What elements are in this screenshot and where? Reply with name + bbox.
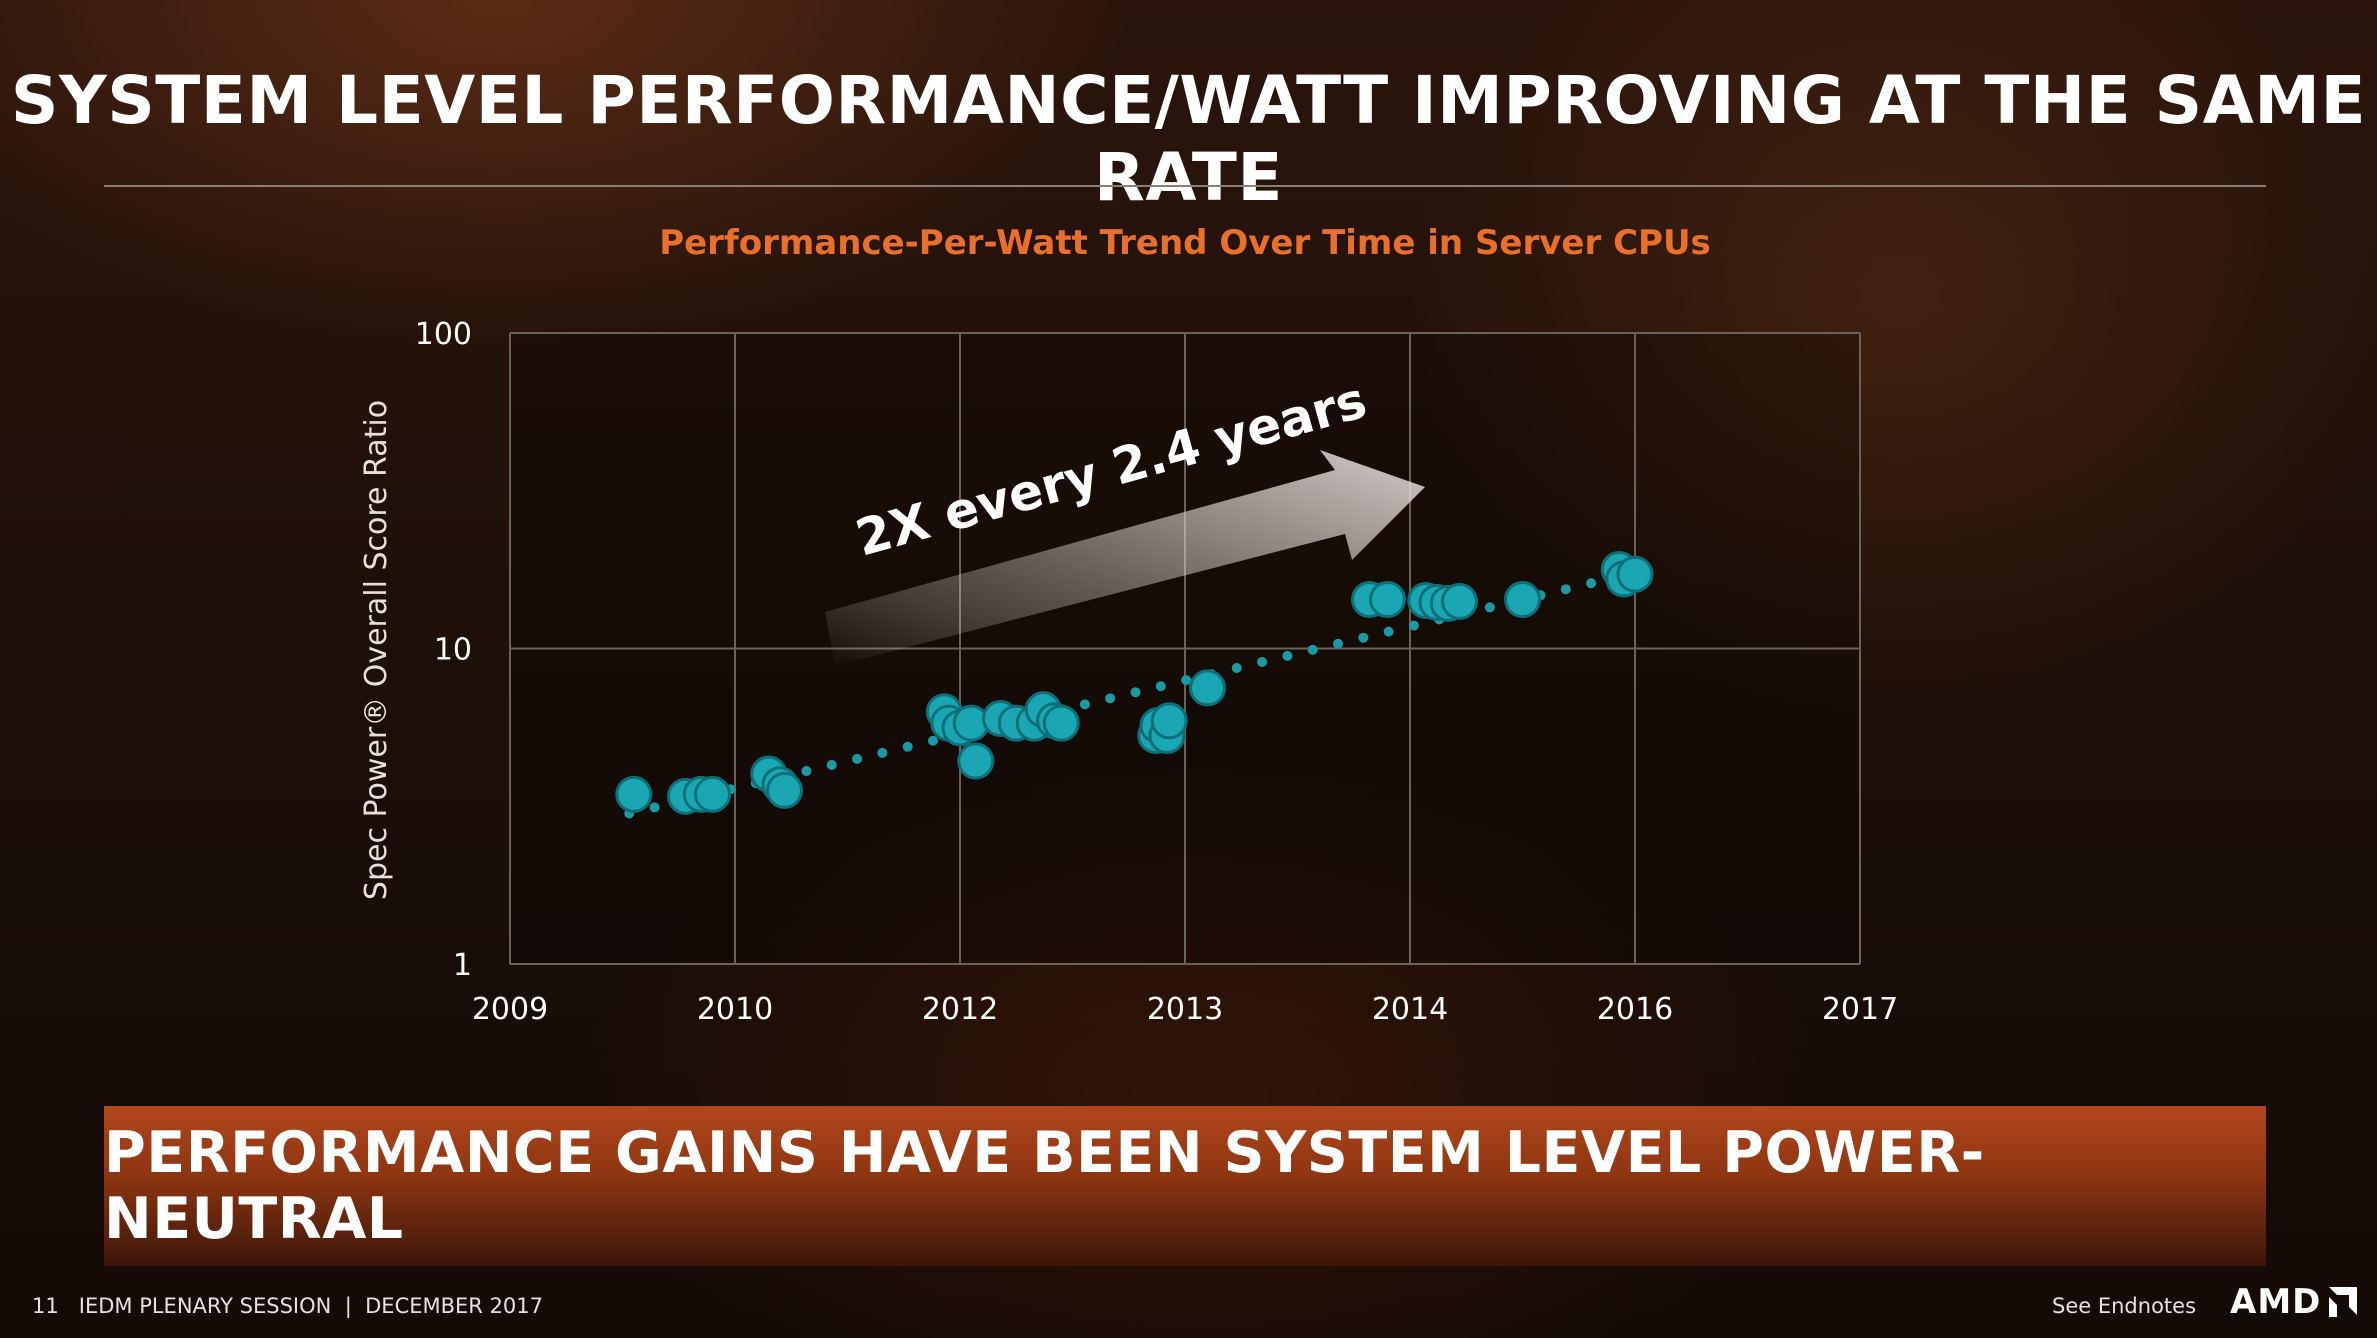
y-tick-label: 10: [434, 633, 472, 668]
data-point: [1441, 582, 1478, 620]
x-tick-label: 2014: [1372, 992, 1448, 1027]
y-axis-label: Spec Power® Overall Score Ratio: [359, 400, 394, 900]
x-tick-label: 2010: [697, 992, 773, 1027]
trend-dot: [826, 759, 837, 770]
footer-separator: |: [344, 1294, 352, 1318]
trend-dot: [1181, 675, 1192, 686]
trend-dot: [1560, 584, 1571, 595]
footer-date: DECEMBER 2017: [365, 1294, 544, 1318]
trend-dot: [1484, 602, 1495, 613]
x-tick-label: 2009: [472, 992, 548, 1027]
banner-text: PERFORMANCE GAINS HAVE BEEN SYSTEM LEVEL…: [104, 1120, 1985, 1252]
axis-tick-labels: 2009 2010 2012 2013 2014 2016 2017 1 10 100: [415, 317, 1898, 1027]
trend-dot: [1383, 626, 1394, 637]
amd-logo-text: AMD: [2230, 1282, 2322, 1322]
data-point: [766, 771, 803, 809]
y-tick-label: 100: [415, 317, 472, 352]
x-tick-label: 2013: [1147, 992, 1223, 1027]
trend-dot: [1257, 656, 1268, 667]
footer-left: 11 IEDM PLENARY SESSION | DECEMBER 2017: [32, 1294, 543, 1318]
amd-arrow-icon: [2329, 1287, 2358, 1317]
x-tick-label: 2017: [1822, 992, 1898, 1027]
grid: [509, 332, 1861, 965]
amd-logo: AMD: [2230, 1282, 2359, 1322]
trend-dot: [1130, 687, 1141, 698]
trend-dot: [1586, 578, 1597, 589]
trend-dot: [801, 766, 812, 777]
trend-dot: [902, 741, 913, 752]
trend-dot: [1333, 638, 1343, 649]
data-point: [1150, 702, 1188, 740]
y-tick-label: 1: [453, 948, 472, 983]
data-point: [1042, 704, 1080, 742]
data-point: [1616, 555, 1654, 593]
slide-title: SYSTEM LEVEL PERFORMANCE/WATT IMPROVING …: [10, 62, 2367, 216]
trend-dot: [649, 802, 660, 813]
trend-dot: [1105, 693, 1116, 704]
chart-title: Performance-Per-Watt Trend Over Time in …: [659, 223, 1711, 263]
trend-dot: [1307, 644, 1318, 655]
data-point: [1369, 580, 1406, 618]
data-point: [1504, 580, 1541, 618]
data-points: [615, 550, 1654, 815]
data-point: [1189, 669, 1226, 707]
chart: 2009 2010 2012 2013 2014 2016 2017 1 10 100 Perfo…: [359, 223, 1898, 1027]
trend-dot: [1358, 632, 1369, 643]
x-tick-label: 2016: [1597, 992, 1673, 1027]
trend-dot: [1408, 620, 1419, 631]
trend-arrow: [825, 450, 1425, 666]
conclusion-banner: PERFORMANCE GAINS HAVE BEEN SYSTEM LEVEL…: [104, 1106, 2266, 1266]
trend-dot: [1155, 681, 1166, 692]
trend-dot: [877, 747, 888, 758]
page-number: 11: [32, 1294, 59, 1318]
trend-dot: [852, 753, 863, 764]
footer-endnotes: See Endnotes: [2052, 1294, 2197, 1318]
trend-dot: [1282, 650, 1293, 661]
trend-dot: [928, 735, 938, 746]
data-point: [615, 775, 653, 813]
trend-dot: [1079, 699, 1090, 710]
footer-session: IEDM PLENARY SESSION: [78, 1294, 332, 1318]
data-point: [957, 742, 995, 780]
data-point: [694, 775, 731, 813]
title-divider: [104, 185, 2266, 187]
trend-dot: [1231, 663, 1242, 674]
x-tick-label: 2012: [922, 992, 998, 1027]
